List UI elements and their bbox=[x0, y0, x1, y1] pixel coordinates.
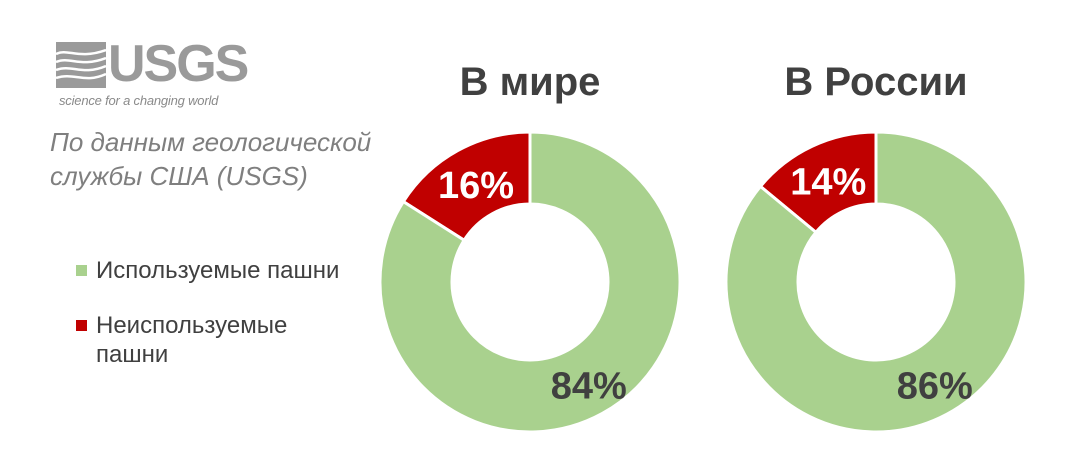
legend-item-used: Используемые пашни bbox=[76, 256, 376, 285]
legend-swatch-used bbox=[76, 265, 87, 276]
data-label-world-unused: 16% bbox=[438, 165, 514, 207]
data-label-world-used: 84% bbox=[551, 365, 627, 407]
data-label-russia-unused: 14% bbox=[790, 162, 866, 204]
chart-legend: Используемые пашни Неиспользуемые пашни bbox=[76, 256, 376, 395]
slice-russia-used bbox=[724, 130, 1028, 434]
usgs-logo-wordmark: USGS bbox=[108, 35, 249, 93]
legend-label-used: Используемые пашни bbox=[96, 257, 340, 284]
usgs-wave-icon bbox=[56, 42, 106, 88]
legend-swatch-unused bbox=[76, 320, 87, 331]
chart-title-russia: В России bbox=[784, 60, 967, 104]
usgs-logo-tagline: science for a changing world bbox=[59, 93, 219, 108]
legend-item-unused: Неиспользуемые пашни bbox=[76, 311, 376, 369]
legend-label-unused: Неиспользуемые пашни bbox=[96, 312, 288, 368]
chart-title-world: В мире bbox=[460, 60, 601, 104]
slice-world-used bbox=[378, 130, 682, 434]
usgs-logo: USGS science for a changing world bbox=[56, 35, 249, 112]
data-label-russia-used: 86% bbox=[897, 365, 973, 407]
source-note: По данным геологической службы США (USGS… bbox=[50, 127, 372, 191]
